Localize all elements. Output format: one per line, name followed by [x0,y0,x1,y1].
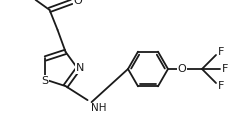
Text: O: O [178,64,186,74]
Text: F: F [218,47,224,57]
Text: O: O [73,0,82,6]
Text: HO: HO [13,0,29,2]
Text: F: F [218,81,224,91]
Text: S: S [41,76,48,86]
Text: F: F [222,64,228,74]
Text: NH: NH [91,103,106,113]
Text: N: N [76,63,84,73]
